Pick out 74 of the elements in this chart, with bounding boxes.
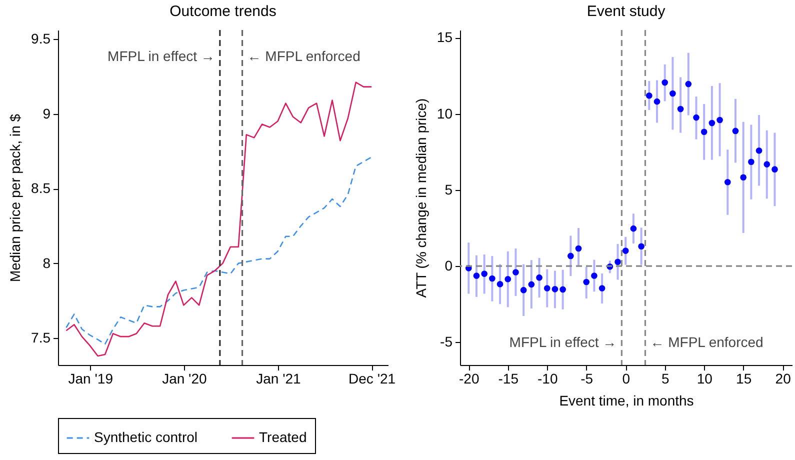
line-series — [66, 156, 372, 345]
point — [670, 90, 676, 97]
point — [630, 225, 637, 232]
point — [473, 272, 480, 279]
y-tick-label: 8.5 — [31, 180, 51, 196]
x-tick-label: Jan '20 — [162, 370, 207, 386]
ref-line-label: ← MFPL enforced — [650, 334, 764, 350]
point — [560, 286, 566, 293]
legend-label: Treated — [259, 429, 307, 445]
point — [552, 286, 558, 292]
y-tick-label: 15 — [436, 29, 453, 46]
y-tick-label: 8 — [42, 254, 51, 271]
point — [496, 280, 504, 288]
point — [740, 174, 746, 181]
y-tick-label: 7.5 — [31, 330, 51, 346]
x-tick-label: Jan '21 — [256, 370, 302, 386]
x-tick-label: -5 — [580, 370, 594, 386]
point — [748, 158, 754, 166]
point — [591, 272, 598, 279]
y-tick-label: -5 — [440, 334, 453, 350]
y-tick-label: 9.5 — [31, 30, 51, 46]
y-axis-title: ATT (% change in median price) — [412, 98, 429, 298]
point — [598, 285, 606, 292]
y-tick-label: 5 — [444, 181, 453, 198]
point — [716, 116, 723, 124]
x-axis-title: Event time, in months — [559, 392, 694, 408]
point — [724, 178, 731, 186]
point — [764, 161, 770, 168]
y-tick-label: 9 — [42, 105, 51, 122]
point — [481, 270, 488, 277]
point — [512, 269, 519, 276]
ref-line-label: MFPL in effect → — [509, 334, 617, 350]
point — [654, 98, 660, 105]
x-tick-label: -20 — [459, 370, 480, 386]
point — [732, 128, 739, 134]
line-series — [66, 82, 372, 357]
y-tick-label: 0 — [444, 258, 453, 274]
point — [622, 248, 629, 254]
legend-label: Synthetic control — [94, 429, 198, 445]
point — [638, 243, 644, 250]
point — [536, 274, 542, 281]
ref-line-label: MFPL in effect → — [108, 48, 215, 64]
x-tick-label: -15 — [498, 370, 519, 386]
x-tick-label: -10 — [538, 370, 558, 386]
ref-line-label: ← MFPL enforced — [247, 48, 360, 64]
y-axis-title: Median price per pack, in $ — [7, 114, 24, 282]
x-tick-label: 10 — [696, 370, 713, 386]
x-tick-label: Jan '19 — [68, 370, 114, 386]
point — [662, 79, 668, 86]
y-tick-label: 10 — [436, 105, 453, 122]
point — [708, 120, 716, 126]
point — [700, 128, 708, 136]
point — [583, 278, 590, 286]
point — [685, 80, 692, 88]
chart-title: Event study — [586, 3, 666, 20]
point — [614, 258, 621, 266]
x-tick-label: 0 — [622, 370, 630, 386]
point — [756, 147, 762, 154]
point — [544, 285, 550, 292]
point — [568, 252, 574, 260]
point — [677, 106, 684, 112]
chart-title: Outcome trends — [170, 3, 276, 20]
point — [489, 275, 496, 282]
x-tick-label: 15 — [736, 370, 752, 386]
x-tick-label: 5 — [661, 370, 670, 386]
point — [772, 166, 778, 172]
point — [520, 286, 527, 294]
point — [504, 276, 512, 282]
point — [575, 245, 582, 252]
x-tick-label: 20 — [775, 370, 792, 386]
x-tick-label: Dec '21 — [348, 370, 396, 386]
point — [528, 281, 535, 288]
point — [646, 92, 652, 99]
point — [693, 114, 700, 121]
